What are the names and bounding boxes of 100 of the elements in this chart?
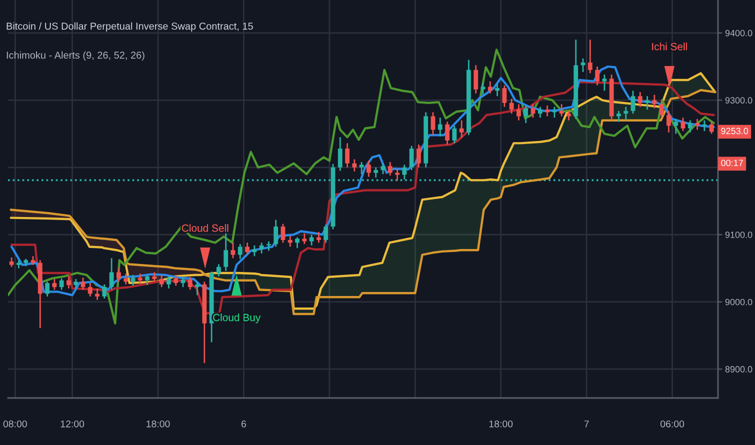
- candlestick: [74, 278, 78, 290]
- candlestick: [638, 91, 642, 108]
- candlestick: [252, 244, 257, 257]
- candlestick: [674, 118, 678, 134]
- candlestick: [9, 256, 14, 268]
- candlestick: [88, 282, 92, 298]
- candlestick: [409, 145, 414, 171]
- candlestick: [552, 106, 557, 118]
- candlestick: [502, 84, 507, 108]
- candlestick: [216, 264, 221, 278]
- candlestick: [659, 99, 664, 118]
- candlestick: [459, 120, 464, 139]
- candlestick: [180, 276, 186, 288]
- candlestick: [295, 236, 300, 249]
- candlestick: [530, 104, 536, 118]
- candlestick: [195, 281, 200, 296]
- candlestick: [595, 66, 600, 86]
- annotation: 9253.0: [721, 128, 748, 134]
- candlestick: [259, 242, 264, 254]
- candlestick: [538, 106, 542, 118]
- candlestick: [630, 90, 636, 114]
- candlestick: [345, 142, 350, 168]
- x-tick-label: 18:00: [489, 420, 513, 428]
- candlestick: [695, 118, 700, 130]
- candlestick: [509, 98, 514, 114]
- candlestick: [316, 231, 321, 244]
- candlestick: [102, 284, 107, 300]
- candlestick: [338, 136, 342, 172]
- candlestick: [59, 278, 64, 290]
- candlestick: [380, 162, 386, 175]
- candlestick: [709, 120, 714, 134]
- candlestick: [66, 276, 71, 290]
- candlestick: [374, 166, 378, 178]
- candlestick: [474, 64, 478, 94]
- candlestick: [159, 274, 164, 288]
- candlestick: [438, 116, 442, 138]
- text: Ichimoku - Alerts (9, 26, 52, 26): [6, 51, 144, 61]
- candlestick: [624, 106, 628, 122]
- candlestick: [652, 94, 657, 109]
- candlestick: [130, 274, 136, 286]
- candlestick: [602, 74, 607, 92]
- candlestick: [52, 278, 57, 290]
- candlestick: [145, 274, 150, 286]
- candlestick: [430, 112, 436, 136]
- y-tick-label: 8900.0: [725, 366, 752, 372]
- candlestick: [280, 223, 286, 244]
- candlestick: [559, 104, 564, 117]
- candlestick: [445, 120, 450, 146]
- candlestick: [138, 272, 142, 284]
- candlestick: [152, 272, 157, 282]
- candlestick: [452, 125, 457, 144]
- x-tick-label: 12:00: [60, 420, 84, 428]
- candlestick: [545, 104, 550, 117]
- candlestick: [680, 116, 686, 132]
- candlestick: [495, 83, 500, 97]
- candlestick: [174, 274, 178, 286]
- candlestick: [124, 272, 128, 286]
- candlestick: [352, 158, 357, 172]
- candlestick: [45, 281, 50, 298]
- candlestick: [516, 104, 521, 122]
- candlestick: [238, 243, 242, 260]
- candlestick: [388, 161, 392, 176]
- text: Bitcoin / US Dollar Perpetual Inverse Swap Contract, 15: [6, 22, 253, 32]
- candlestick: [80, 276, 86, 290]
- candlestick: [524, 104, 528, 124]
- candlestick: [116, 268, 121, 282]
- candlestick: [645, 95, 650, 110]
- candlestick: [309, 234, 314, 246]
- x-tick-label: 06:00: [660, 420, 684, 428]
- candlestick: [688, 120, 692, 134]
- candlestick: [274, 219, 278, 248]
- candlestick: [616, 110, 621, 122]
- candlestick: [302, 232, 307, 245]
- candlestick: [109, 257, 114, 290]
- series-label: Ichi Sell: [652, 42, 687, 50]
- candlestick: [245, 242, 250, 256]
- y-tick-label: 9400.0: [725, 30, 752, 36]
- candlestick: [359, 161, 364, 175]
- x-tick-label: 08:00: [3, 420, 27, 428]
- x-tick-label: 6: [242, 420, 246, 428]
- candlestick: [230, 242, 236, 259]
- x-tick-label: 7: [584, 420, 589, 428]
- candlestick: [288, 235, 292, 248]
- candlestick: [666, 110, 671, 134]
- candlestick: [480, 82, 486, 96]
- candlestick: [266, 240, 271, 252]
- candlestick: [395, 168, 400, 182]
- candlestick: [588, 38, 592, 74]
- candlestick: [324, 224, 328, 244]
- y-tick-label: 9100.0: [725, 232, 752, 238]
- candlestick: [402, 164, 407, 180]
- candlestick: [366, 160, 371, 178]
- candlestick: [166, 276, 171, 290]
- candlestick: [95, 288, 100, 301]
- candlestick: [188, 276, 192, 290]
- candlestick: [488, 80, 492, 94]
- candlestick: [566, 110, 571, 122]
- text: 00:17: [721, 160, 743, 166]
- x-tick-label: 18:00: [146, 420, 170, 428]
- y-tick-label: 9000.0: [725, 298, 752, 306]
